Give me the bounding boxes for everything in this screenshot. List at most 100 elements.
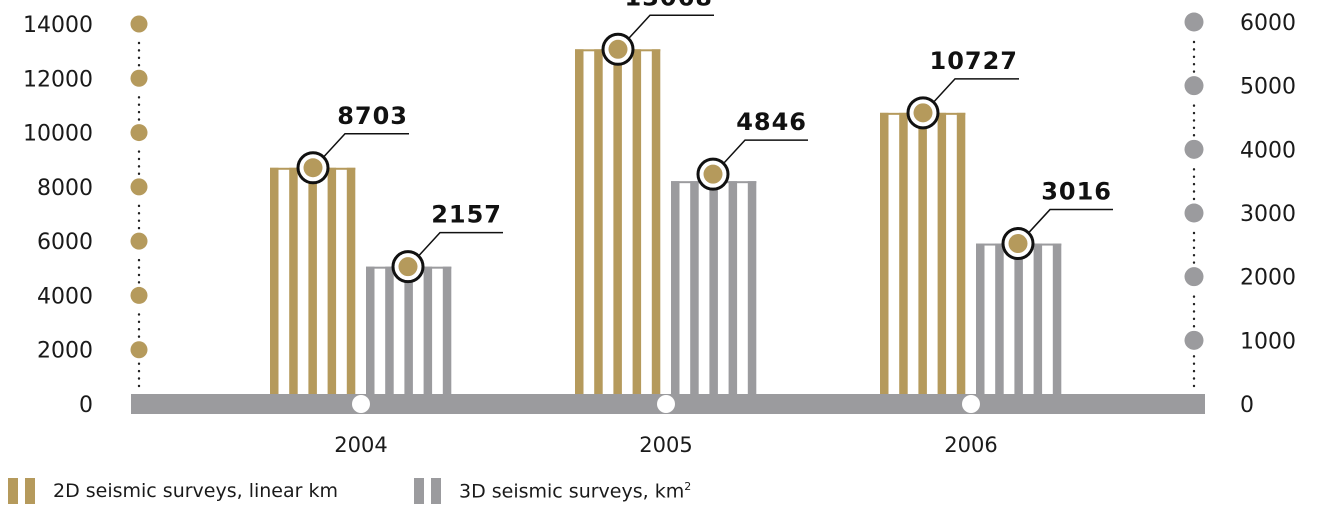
left-tick-marker: [130, 124, 148, 142]
right-tick-marker: [1184, 267, 1204, 287]
left-tick-marker: [130, 178, 148, 196]
left-tick-label: 0: [79, 393, 93, 418]
right-tick-marker: [1184, 203, 1204, 223]
legend-item-2d: 2D seismic surveys, linear km: [8, 478, 338, 504]
bar-stripe: [632, 49, 642, 404]
legend-swatch-bar: [414, 478, 424, 504]
callout-dot: [398, 257, 418, 277]
bar-stripe: [899, 112, 908, 405]
right-tick-label: 2000: [1240, 266, 1296, 291]
bar-stripe: [1014, 243, 1023, 404]
value-label: 2157: [431, 201, 502, 229]
baseline: [131, 394, 1205, 414]
legend-swatch-bar: [431, 478, 441, 504]
callout-leader: [721, 139, 808, 166]
value-callout-2d: 13068: [601, 0, 714, 66]
bars: [270, 49, 1062, 405]
right-tick-label: 6000: [1240, 11, 1296, 36]
value-callout-3d: 4846: [696, 108, 808, 191]
legend-swatch-3d: [414, 478, 441, 504]
bar-stripe: [709, 181, 718, 404]
bar-stripe: [327, 167, 337, 404]
left-tick-label: 8000: [37, 176, 93, 201]
bar-stripe: [575, 49, 584, 404]
left-tick-label: 4000: [37, 284, 93, 309]
callout-dot: [1008, 234, 1028, 254]
right-tick-label: 0: [1240, 393, 1254, 418]
right-tick-label: 1000: [1240, 329, 1296, 354]
value-callout-2d: 10727: [906, 47, 1019, 130]
bar-stripe: [289, 167, 298, 404]
bar-stripe: [937, 112, 947, 405]
legend: 2D seismic surveys, linear km 3D seismic…: [0, 476, 1325, 506]
value-callout-3d: 3016: [1001, 178, 1113, 261]
value-label: 13068: [625, 0, 714, 11]
bar-stripe: [270, 167, 279, 404]
legend-swatch-bar: [8, 478, 18, 504]
left-tick-marker: [130, 232, 148, 250]
bar-stripe: [423, 266, 433, 404]
value-callout-3d: 2157: [391, 201, 503, 284]
left-tick-marker: [130, 15, 148, 33]
value-label: 8703: [337, 102, 408, 130]
category-labels: 2004 2005 2006: [334, 433, 997, 457]
left-tick-marker: [130, 341, 148, 359]
category-label: 2005: [639, 433, 692, 457]
legend-label-2d: 2D seismic surveys, linear km: [53, 480, 338, 502]
value-callout-2d: 8703: [296, 102, 409, 185]
bar-stripe: [1052, 243, 1062, 404]
left-tick-marker: [130, 69, 148, 87]
bar-stripe: [995, 243, 1004, 404]
bar-stripe: [346, 167, 356, 404]
right-tick-label: 4000: [1240, 138, 1296, 163]
left-tick-label: 10000: [23, 122, 93, 147]
right-tick-marker: [1184, 12, 1204, 32]
value-callouts: 8703 2157 13068 4846 10727 3016: [296, 0, 1113, 284]
bar-3d-2004: [366, 266, 452, 404]
seismic-surveys-chart: 0 2000 4000 6000 8000 10000 12000 14000 0 1000 20…: [23, 0, 1296, 457]
baseline-marker: [352, 395, 370, 413]
bar-2d-2005: [575, 49, 661, 404]
category-label: 2004: [334, 433, 387, 457]
right-tick-label: 3000: [1240, 202, 1296, 227]
bar-2d-2006: [880, 112, 966, 405]
callout-dot: [608, 39, 628, 59]
bar-2d-2004: [270, 167, 356, 404]
left-tick-label: 2000: [37, 339, 93, 364]
bar-stripe: [728, 181, 738, 404]
right-tick-marker: [1184, 76, 1204, 96]
callout-leader: [931, 78, 1019, 105]
value-label: 4846: [736, 108, 807, 136]
bar-stripe: [880, 112, 889, 405]
value-label: 3016: [1041, 178, 1112, 206]
right-axis: 0 1000 2000 3000 4000 5000 6000: [1184, 11, 1296, 418]
right-tick-marker: [1184, 330, 1204, 350]
bar-stripe: [308, 167, 317, 404]
bar-stripe: [976, 243, 985, 404]
value-label: 10727: [930, 47, 1019, 75]
category-label: 2006: [944, 433, 997, 457]
left-tick-label: 12000: [23, 67, 93, 92]
legend-swatch-2d: [8, 478, 35, 504]
callout-dot: [703, 164, 723, 184]
bar-stripe: [594, 49, 603, 404]
right-tick-marker: [1184, 139, 1204, 159]
right-tick-label: 5000: [1240, 75, 1296, 100]
bar-stripe: [385, 266, 394, 404]
bar-stripe: [918, 112, 927, 405]
bar-stripe: [404, 266, 413, 404]
baseline-marker: [962, 395, 980, 413]
bar-stripe: [442, 266, 452, 404]
bar-stripe: [651, 49, 661, 404]
legend-label-3d-text: 3D seismic surveys, km: [459, 480, 685, 503]
left-axis: 0 2000 4000 6000 8000 10000 12000 14000: [23, 13, 148, 418]
callout-dot: [303, 158, 323, 178]
callout-leader: [416, 231, 503, 259]
callout-leader: [1026, 208, 1113, 236]
callout-leader: [626, 14, 714, 41]
baseline-marker: [657, 395, 675, 413]
bar-stripe: [613, 49, 622, 404]
bar-stripe: [690, 181, 699, 404]
bar-3d-2006: [976, 243, 1062, 404]
left-tick-label: 6000: [37, 230, 93, 255]
